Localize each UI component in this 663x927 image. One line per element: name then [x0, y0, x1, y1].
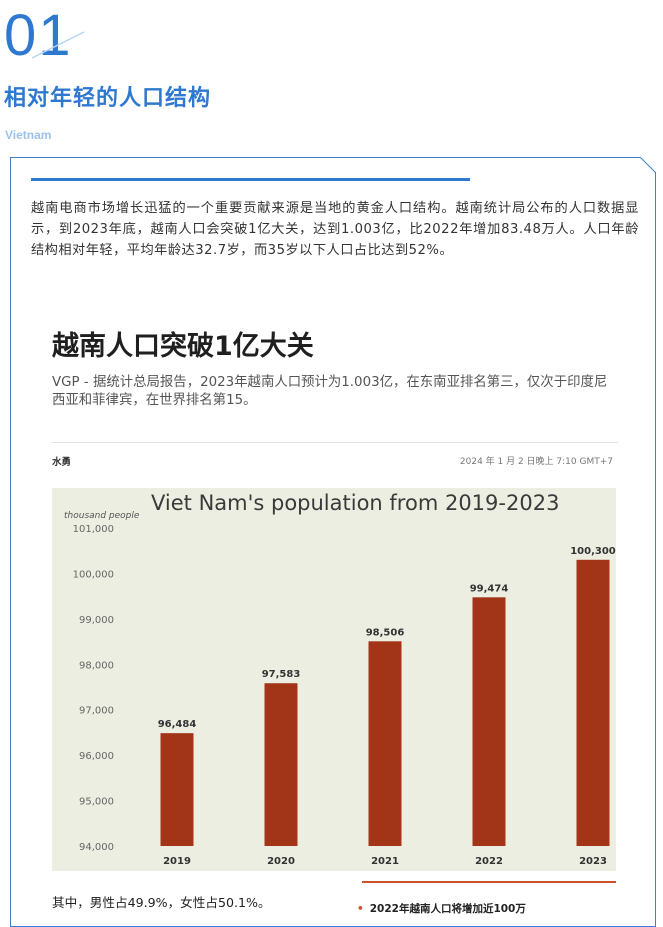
y-tick-label: 97,000 [79, 706, 114, 717]
bar-value-label: 96,484 [158, 719, 197, 730]
card-accent-bar [31, 178, 470, 181]
article-caption: 其中，男性占49.9%，女性占50.1%。 [52, 895, 271, 910]
population-chart: Viet Nam's population from 2019-2023 tho… [52, 488, 616, 871]
related-divider [362, 881, 616, 883]
x-tick-label: 2023 [579, 856, 607, 867]
article-date: 2024 年 1 月 2 日晚上 7:10 GMT+7 [459, 457, 613, 467]
bar-value-label: 99,474 [470, 583, 509, 594]
corner-fold-icon [640, 157, 656, 173]
decorative-slash [31, 31, 85, 59]
intro-paragraph: 越南电商市场增长迅猛的一个重要贡献来源是当地的黄金人口结构。越南统计局公布的人口… [31, 201, 639, 258]
section-subtitle: Vietnam [5, 128, 52, 142]
x-tick-label: 2019 [163, 856, 191, 867]
related-article-label: 2022年越南人口将增加近100万 [369, 903, 526, 915]
x-tick-label: 2022 [475, 856, 503, 867]
section-number: 01 [4, 3, 73, 68]
x-tick-label: 2020 [267, 856, 295, 867]
y-tick-label: 98,000 [79, 660, 114, 671]
section-title: 相对年轻的人口结构 [4, 86, 212, 111]
chart-y-axis-label: thousand people [64, 511, 140, 521]
chart-background [52, 488, 616, 871]
article-author: 水勇 [52, 457, 72, 468]
bar-value-label: 100,300 [570, 546, 616, 557]
chart-title: Viet Nam's population from 2019-2023 [151, 491, 559, 515]
related-article-link[interactable]: • 2022年越南人口将增加近100万 [357, 901, 526, 916]
y-tick-label: 94,000 [79, 842, 114, 853]
content-card: 越南电商市场增长迅猛的一个重要贡献来源是当地的黄金人口结构。越南统计局公布的人口… [10, 157, 656, 927]
bar [160, 733, 194, 846]
bullet-icon: • [357, 903, 364, 915]
population-chart-svg: Viet Nam's population from 2019-2023 tho… [52, 488, 616, 871]
y-tick-label: 101,000 [73, 524, 114, 535]
x-tick-label: 2021 [371, 856, 399, 867]
article-lead: VGP - 据统计总局报告，2023年越南人口预计为1.003亿，在东南亚排名第… [52, 375, 608, 408]
bar-value-label: 98,506 [366, 627, 405, 638]
bar-value-label: 97,583 [262, 669, 301, 680]
y-tick-label: 95,000 [79, 797, 114, 808]
article-title: 越南人口突破1亿大关 [52, 331, 314, 362]
bar [472, 597, 506, 846]
y-tick-label: 96,000 [79, 751, 114, 762]
bar [368, 641, 402, 846]
y-tick-label: 100,000 [73, 569, 114, 580]
y-tick-label: 99,000 [79, 615, 114, 626]
bar [576, 559, 610, 846]
bar [264, 683, 298, 846]
article-divider [52, 442, 618, 443]
